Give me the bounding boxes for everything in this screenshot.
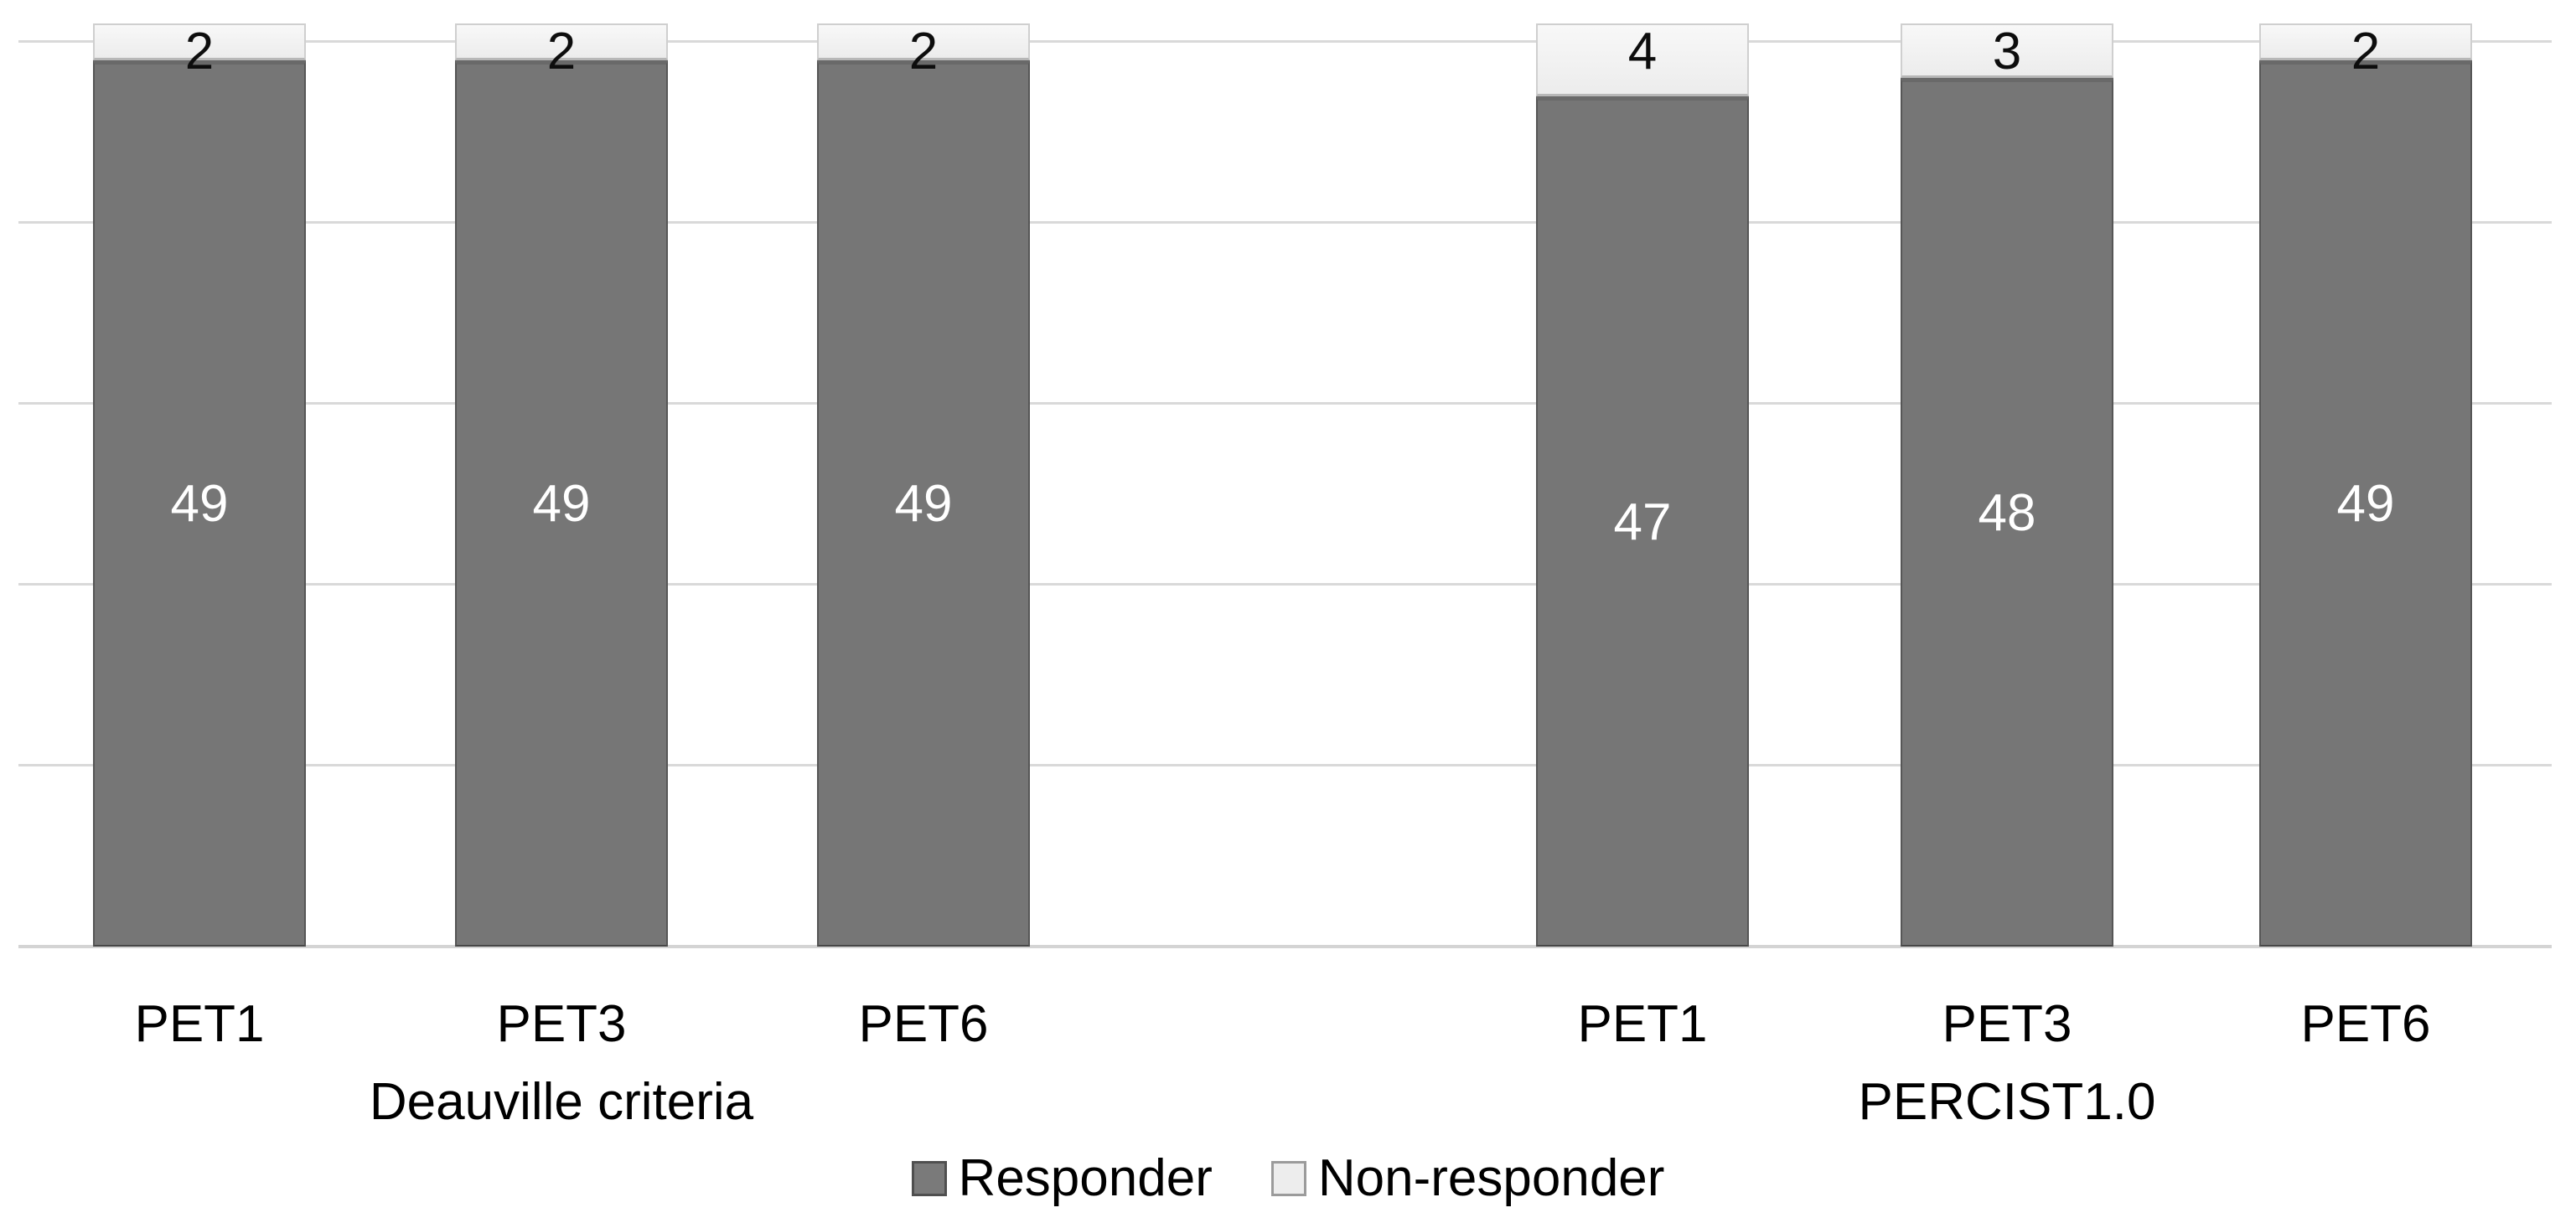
x-axis-baseline <box>18 945 2552 948</box>
gridline <box>18 221 2552 224</box>
gridline <box>18 764 2552 766</box>
bar-deauville-pet3: 2 49 <box>455 23 668 947</box>
group-label-deauville: Deauville criteria <box>369 1073 754 1131</box>
responder-value-label: 49 <box>532 475 591 534</box>
responder-legend-label: Responder <box>958 1149 1213 1207</box>
x-tick-deauville-pet6: PET6 <box>858 995 989 1053</box>
gridline <box>18 40 2552 43</box>
non-responder-segment: 3 <box>1901 23 2113 81</box>
bar-deauville-pet1: 2 49 <box>93 23 306 947</box>
legend: Responder Non-responder <box>0 1153 2576 1205</box>
non-responder-segment: 4 <box>1536 23 1749 96</box>
responder-value-label: 49 <box>170 475 229 534</box>
non-responder-segment: 2 <box>2259 23 2472 78</box>
responder-segment: 47 <box>1536 95 1749 947</box>
bar-deauville-pet6: 2 49 <box>817 23 1030 947</box>
responder-segment: 49 <box>455 59 668 947</box>
responder-swatch <box>911 1161 947 1196</box>
responder-segment: 49 <box>817 59 1030 947</box>
non-responder-segment: 2 <box>817 23 1030 78</box>
gridline <box>18 402 2552 405</box>
x-tick-deauville-pet1: PET1 <box>134 995 265 1053</box>
responder-segment: 48 <box>1901 78 2113 947</box>
x-tick-percist-pet1: PET1 <box>1577 995 1708 1053</box>
non-responder-value-label: 2 <box>546 23 577 81</box>
non-responder-segment: 2 <box>455 23 668 78</box>
gridline <box>18 583 2552 586</box>
non-responder-segment: 2 <box>93 23 306 78</box>
non-responder-value-label: 2 <box>908 23 939 81</box>
non-responder-value-label: 2 <box>184 23 215 81</box>
legend-item-non-responder: Non-responder <box>1270 1149 1665 1207</box>
non-responder-value-label: 3 <box>1992 23 2022 81</box>
responder-value-label: 48 <box>1978 484 2036 543</box>
responder-segment: 49 <box>2259 59 2472 947</box>
non-responder-swatch <box>1270 1161 1306 1196</box>
non-responder-legend-label: Non-responder <box>1317 1149 1665 1207</box>
group-label-percist: PERCIST1.0 <box>1858 1073 2156 1131</box>
bar-percist-pet6: 2 49 <box>2259 23 2472 947</box>
bar-percist-pet1: 4 47 <box>1536 23 1749 947</box>
responder-segment: 49 <box>93 59 306 947</box>
responder-value-label: 49 <box>894 475 953 534</box>
x-tick-deauville-pet3: PET3 <box>496 995 627 1053</box>
responder-value-label: 47 <box>1613 493 1672 551</box>
legend-item-responder: Responder <box>911 1149 1213 1207</box>
non-responder-value-label: 2 <box>2351 23 2381 81</box>
responder-value-label: 49 <box>2336 475 2395 534</box>
x-tick-percist-pet3: PET3 <box>1942 995 2072 1053</box>
bar-percist-pet3: 3 48 <box>1901 23 2113 947</box>
non-responder-value-label: 4 <box>1627 23 1658 81</box>
x-tick-percist-pet6: PET6 <box>2300 995 2431 1053</box>
